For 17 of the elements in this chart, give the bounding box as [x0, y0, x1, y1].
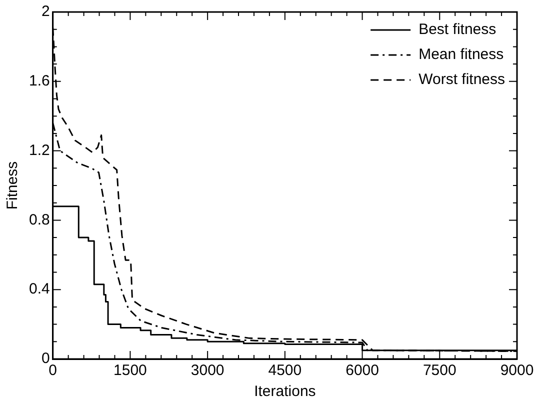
x-tick-label: 3000: [190, 362, 224, 380]
x-tick-label: 1500: [114, 362, 147, 380]
x-tick-label: 4500: [268, 362, 302, 380]
y-tick-label: 2: [42, 3, 50, 20]
y-tick-label: 0.4: [28, 280, 50, 298]
y-tick-label: 0.8: [28, 211, 50, 228]
y-tick-label: 1.6: [28, 72, 50, 90]
y-tick-label: 1.2: [28, 142, 50, 159]
legend-label: Best fitness: [418, 21, 496, 38]
x-axis-title: Iterations: [254, 383, 316, 400]
x-tick-label: 6000: [346, 362, 379, 380]
legend-label: Worst fitness: [418, 71, 506, 88]
x-tick-label: 9000: [500, 362, 534, 380]
y-axis-title: Fitness: [4, 161, 22, 210]
y-tick-label: 0: [42, 350, 50, 368]
x-tick-label: 7500: [422, 362, 456, 380]
legend-label: Mean fitness: [418, 46, 504, 64]
